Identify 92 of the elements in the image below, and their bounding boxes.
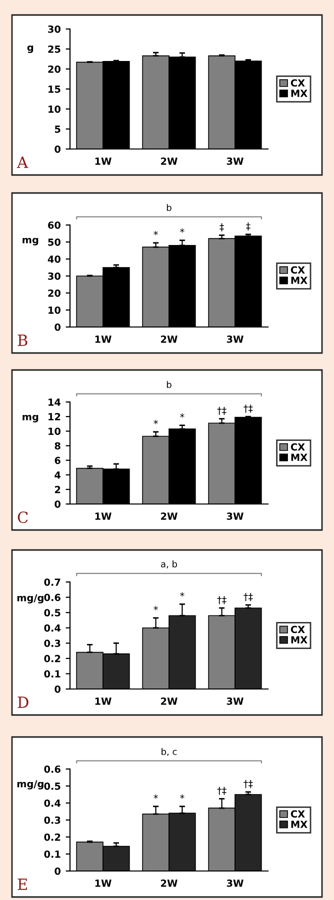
annotation: * [154,230,158,236]
y-tick-label: 10 [48,306,61,314]
text: b [166,381,172,388]
y-tick-label: 12 [48,413,60,420]
text: a, b [161,560,178,568]
legend-label: MX [291,276,308,284]
y-tick-label: 30 [48,272,61,280]
legend-label: CX [290,79,305,87]
annotation: * [180,228,184,233]
text: b, c [162,748,177,756]
x-tick-label: 1W [95,880,112,887]
y-tick-label: 0.5 [44,609,60,616]
text: B [18,334,28,346]
y-tick-label: 0.1 [44,670,60,678]
y-tick-label: 0.2 [44,833,60,841]
y-tick-label: 2 [54,486,60,494]
x-tick-label: 2W [161,698,178,705]
y-tick-label: 40 [48,255,61,263]
x-tick-label: 1W [95,336,112,343]
annotation: †‡ [217,596,226,604]
annotation: * [180,592,184,597]
y-tick-label: 30 [48,25,61,33]
y-tick-label: 0 [54,323,61,331]
y-tick-label: 0.5 [44,782,60,790]
annotation: †‡ [244,404,253,413]
y-tick-label: 0 [54,685,61,693]
y-tick-label: 10 [48,428,61,435]
y-tick-label: 0 [54,145,61,153]
y-tick-label: 0.6 [44,765,60,773]
x-tick-label: 2W [161,512,178,520]
y-tick-label: 60 [48,221,61,229]
y-tick-label: 25 [48,45,60,53]
text: b [166,204,172,212]
x-tick-label: 2W [161,158,178,165]
y-axis-title: mg [22,238,38,246]
annotation: * [180,413,184,418]
x-tick-label: 1W [95,158,112,165]
legend-label: MX [291,90,308,97]
annotation: * [154,794,158,799]
y-tick-label: 8 [54,442,60,450]
x-tick-label: 1W [95,698,112,705]
y-axis-title: mg [22,414,38,422]
x-tick-label: 2W [161,880,178,887]
legend-label: CX [290,626,305,634]
text: C [18,511,28,524]
y-tick-label: 0.4 [44,624,61,632]
x-tick-label: 3W [226,158,244,165]
legend-label: CX [290,266,305,274]
y-tick-label: 5 [54,126,60,133]
annotation: * [180,794,184,799]
y-axis-title: g [27,45,34,53]
x-tick-label: 3W [226,512,244,520]
y-tick-label: 0 [54,500,61,508]
x-tick-label: 3W [226,698,244,705]
annotation: †‡ [244,780,253,788]
annotation: †‡ [217,786,226,795]
y-tick-label: 6 [54,456,60,464]
y-axis-title: mg/g [17,594,44,604]
annotation: ‡ [220,223,224,232]
y-tick-label: 20 [48,65,61,73]
y-tick-label: 14 [48,398,61,406]
x-tick-label: 3W [226,336,244,343]
x-tick-label: 1W [95,512,112,520]
y-tick-label: 50 [48,238,61,246]
y-tick-label: 0.3 [44,640,60,647]
y-tick-label: 0.7 [44,578,60,586]
annotation: †‡ [244,593,253,602]
y-tick-label: 0.6 [44,594,60,602]
legend-label: CX [290,443,305,451]
y-axis-title: mg/g [17,780,44,790]
y-tick-label: 0.1 [44,850,60,858]
legend-label: CX [290,810,305,818]
y-tick-label: 0.4 [44,799,61,807]
y-tick-label: 0 [54,867,61,875]
y-tick-label: 0.2 [44,654,60,662]
y-tick-label: 10 [48,105,61,113]
annotation: * [154,420,158,424]
text: D [18,696,28,708]
annotation: ‡ [246,222,250,230]
annotation: †‡ [217,406,226,415]
y-tick-label: 15 [48,86,60,93]
legend-label: MX [291,820,308,828]
text: E [18,878,27,890]
text: A [16,156,28,168]
y-tick-label: 0.3 [44,816,60,824]
legend-label: MX [291,454,308,461]
y-tick-label: 4 [54,471,61,479]
annotation: * [154,606,158,610]
y-tick-label: 20 [48,289,61,297]
x-tick-label: 2W [161,336,178,343]
legend-label: MX [291,636,308,644]
x-tick-label: 3W [226,880,244,887]
